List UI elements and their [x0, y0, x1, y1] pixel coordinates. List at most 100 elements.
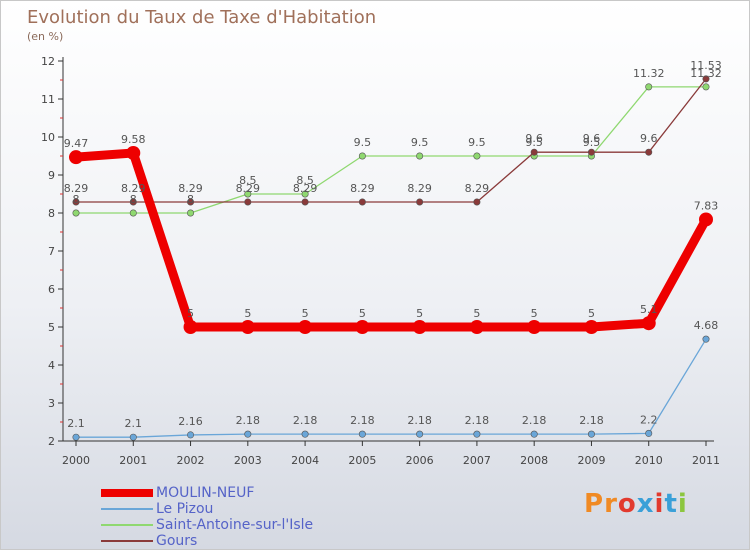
legend-swatch — [101, 489, 153, 497]
y-tick-label: 12 — [41, 55, 55, 68]
data-label: 11.32 — [633, 67, 665, 80]
series-point — [473, 430, 481, 438]
data-label: 8.29 — [64, 182, 89, 195]
x-tick-label: 2002 — [177, 454, 205, 467]
data-label: 9.47 — [64, 137, 89, 150]
series-point — [412, 320, 427, 334]
data-label: 8.29 — [178, 182, 203, 195]
data-label: 9.6 — [583, 132, 601, 145]
legend-swatch — [101, 508, 153, 510]
series-point — [587, 430, 595, 438]
series-point — [298, 320, 313, 334]
series-point — [527, 320, 542, 334]
y-tick-label: 7 — [48, 245, 55, 258]
chart-subtitle: (en %) — [27, 30, 64, 43]
series-point — [645, 148, 653, 156]
data-label: 9.5 — [583, 136, 601, 149]
x-tick-label: 2007 — [463, 454, 491, 467]
y-tick-label: 9 — [48, 169, 55, 182]
y-tick-label: 5 — [48, 321, 55, 334]
y-tick-label: 2 — [48, 435, 55, 448]
series-point — [244, 190, 252, 198]
data-label: 11.53 — [690, 59, 722, 72]
data-label: 2.16 — [178, 415, 203, 428]
series-point — [473, 152, 481, 160]
data-label: 9.6 — [640, 132, 658, 145]
series-point — [645, 429, 653, 437]
series-point — [702, 83, 710, 91]
legend-item-le-pizou: Le Pizou — [101, 501, 313, 517]
series-point — [240, 320, 255, 334]
chart-legend: MOULIN-NEUF Le Pizou Saint-Antoine-sur-l… — [101, 485, 313, 549]
data-label: 9.6 — [525, 132, 543, 145]
data-label: 8.29 — [465, 182, 490, 195]
legend-label: Le Pizou — [156, 501, 214, 517]
data-label: 2.1 — [125, 417, 143, 430]
data-label: 5.1 — [640, 303, 658, 316]
series-point — [72, 209, 80, 217]
legend-item-moulin-neuf: MOULIN-NEUF — [101, 485, 313, 501]
x-tick-label: 2006 — [406, 454, 434, 467]
logo-letter: i — [677, 489, 688, 519]
logo-letter: P — [584, 489, 605, 519]
series-point — [416, 198, 424, 206]
data-label: 5 — [473, 307, 480, 320]
data-label: 2.18 — [236, 414, 261, 427]
series-point — [301, 430, 309, 438]
data-label: 7.83 — [694, 199, 719, 212]
series-point — [187, 209, 195, 217]
series-line-0 — [71, 148, 711, 332]
data-label: 2.18 — [579, 414, 604, 427]
x-tick-label: 2003 — [234, 454, 262, 467]
legend-label: Gours — [156, 533, 198, 549]
series-point — [530, 148, 538, 156]
legend-label: Saint-Antoine-sur-l'Isle — [156, 517, 314, 533]
series-point — [702, 75, 710, 83]
series-point — [645, 83, 653, 91]
y-tick-label: 10 — [41, 131, 55, 144]
series-point — [358, 152, 366, 160]
series-point — [129, 433, 137, 441]
data-label: 8.5 — [239, 174, 257, 187]
data-label: 5 — [244, 307, 251, 320]
x-tick-label: 2009 — [577, 454, 605, 467]
data-label: 8 — [130, 193, 137, 206]
data-label: 8.29 — [293, 182, 318, 195]
data-label: 9.58 — [121, 133, 146, 146]
data-label: 2.18 — [465, 414, 490, 427]
series-line-2 — [75, 86, 707, 214]
series-point — [355, 320, 370, 334]
y-tick-label: 3 — [48, 397, 55, 410]
legend-swatch — [101, 540, 153, 542]
series-point — [587, 148, 595, 156]
data-label: 8.29 — [236, 182, 261, 195]
x-tick-label: 2010 — [635, 454, 663, 467]
series-point — [584, 320, 599, 334]
series-point — [129, 209, 137, 217]
data-label: 4.68 — [694, 319, 719, 332]
series-point — [301, 190, 309, 198]
x-tick-label: 2011 — [692, 454, 720, 467]
data-label: 5 — [588, 307, 595, 320]
series-point — [358, 198, 366, 206]
series-point — [187, 431, 195, 439]
x-tick-label: 2008 — [520, 454, 548, 467]
series-point — [244, 430, 252, 438]
data-label: 9.5 — [411, 136, 429, 149]
y-tick-label: 6 — [48, 283, 55, 296]
data-label: 9.5 — [354, 136, 372, 149]
series-point — [69, 150, 83, 165]
legend-swatch — [101, 524, 153, 526]
legend-item-saint-antoine: Saint-Antoine-sur-l'Isle — [101, 517, 313, 533]
series-point — [469, 320, 484, 334]
series-point — [126, 145, 141, 160]
x-tick-label: 2005 — [348, 454, 376, 467]
series-point — [129, 198, 137, 206]
logo-letter: r — [604, 489, 618, 519]
data-label: 5 — [531, 307, 538, 320]
series-point — [358, 430, 366, 438]
data-label: 2.18 — [293, 414, 318, 427]
logo-letter: o — [617, 489, 637, 519]
x-tick-label: 2004 — [291, 454, 319, 467]
